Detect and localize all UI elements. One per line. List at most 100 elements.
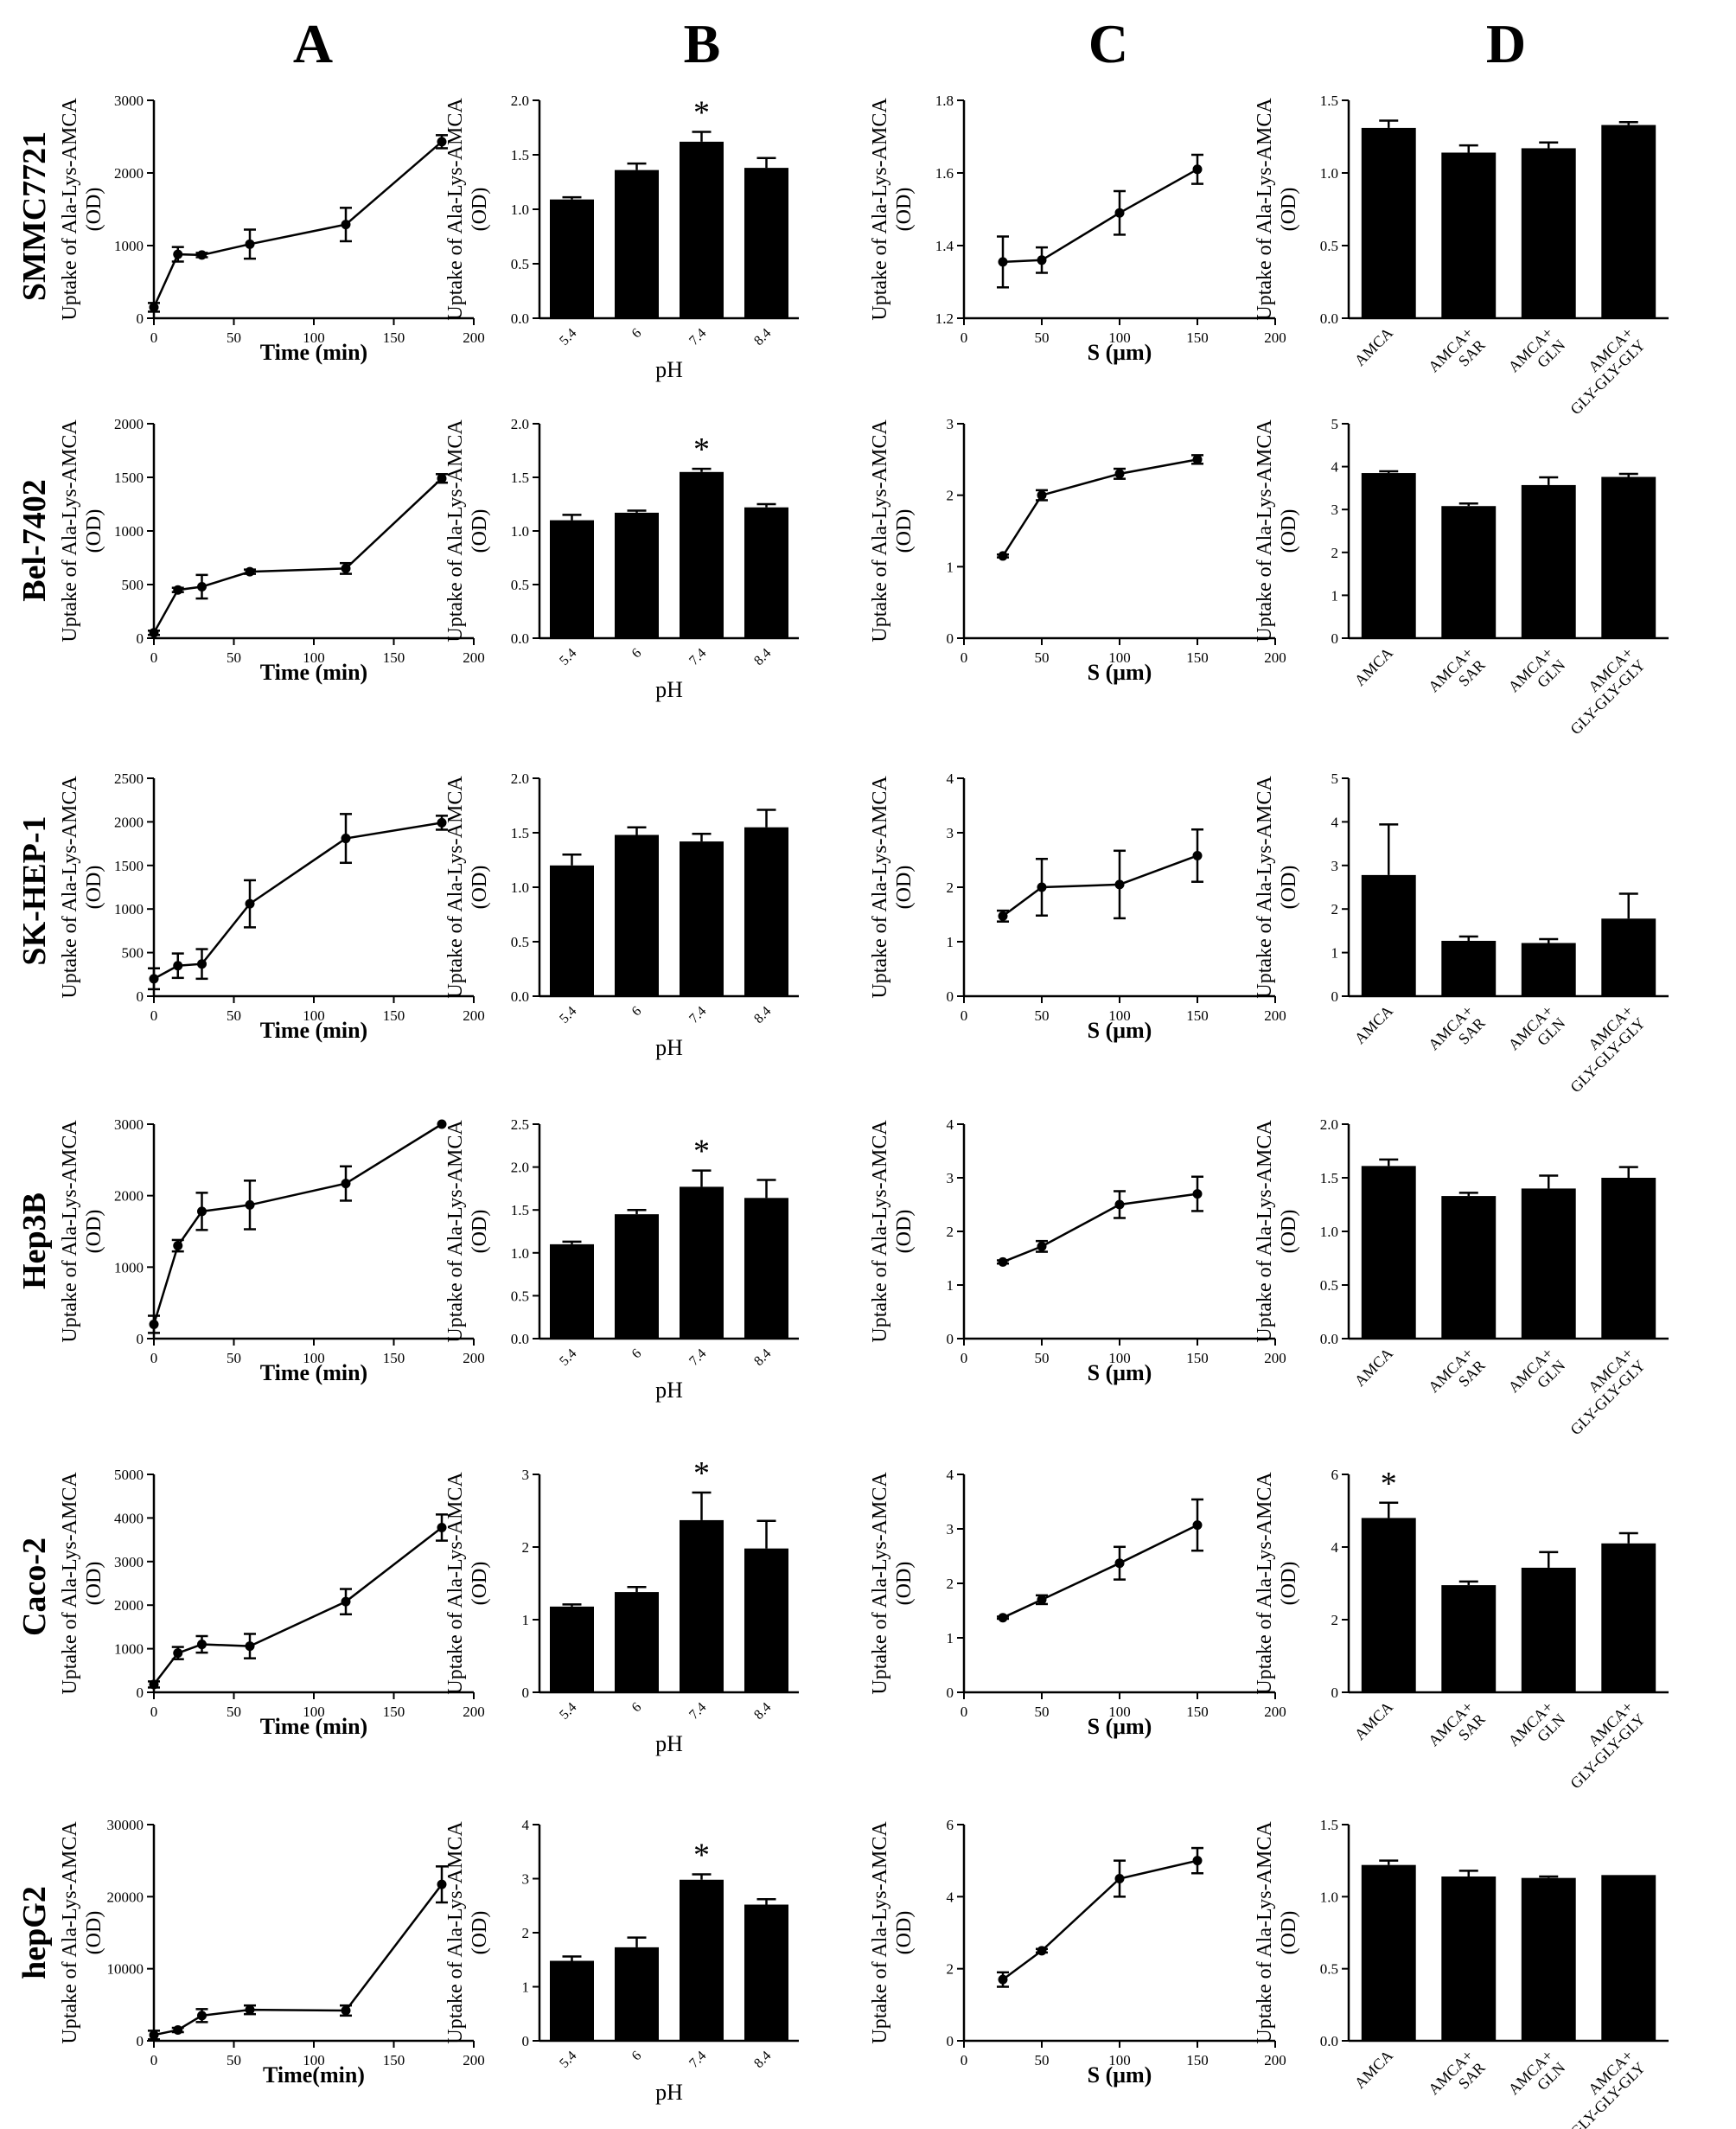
data-point — [149, 2030, 159, 2040]
y-tick-label: 2 — [947, 1576, 954, 1592]
y-tick-label: 3000 — [114, 1554, 144, 1570]
data-point — [437, 817, 447, 828]
x-tick-label: 100 — [303, 1350, 325, 1366]
bar — [1601, 918, 1656, 996]
y-tick-label: 2.0 — [511, 93, 529, 109]
bar — [1521, 148, 1576, 318]
category-label: 5.4 — [557, 326, 579, 348]
data-point — [245, 2004, 255, 2015]
y-tick-label: 2 — [522, 1925, 530, 1941]
category-label: AMCA+GLY-GLY-GLY — [1554, 1698, 1649, 1793]
bar — [1521, 1877, 1576, 2041]
y-tick-label: 1000 — [114, 238, 144, 254]
x-tick-label: 0 — [961, 1007, 968, 1024]
y-tick-label: 0 — [522, 1685, 530, 1701]
x-tick-label: 100 — [303, 649, 325, 666]
y-tick-label: 10000 — [107, 1961, 144, 1978]
y-axis-label: Uptake of Ala-Lys-AMCA(OD) — [1254, 776, 1300, 999]
x-tick-label: 150 — [1186, 1007, 1209, 1024]
bar — [615, 1947, 659, 2041]
category-label: AMCA — [1351, 2047, 1396, 2092]
x-tick-label: 100 — [1108, 1704, 1131, 1720]
bar — [680, 1519, 724, 1692]
x-tick-label: 50 — [1035, 1704, 1050, 1720]
series-line — [1002, 168, 1198, 264]
y-tick-label: 5 — [1331, 416, 1339, 432]
y-tick-label: 1.0 — [1320, 165, 1338, 182]
y-tick-label: 2 — [947, 488, 954, 504]
y-tick-label: 0.0 — [1320, 2033, 1338, 2049]
y-tick-label: 2 — [1331, 545, 1339, 561]
y-tick-label: 2 — [947, 1224, 954, 1240]
category-label: AMCA+GLY-GLY-GLY — [1554, 2047, 1649, 2129]
y-tick-label: 1500 — [114, 470, 144, 486]
y-axis-label: Uptake of Ala-Lys-AMCA(OD) — [444, 776, 491, 999]
data-point — [149, 974, 159, 984]
y-tick-label: 20000 — [107, 1889, 144, 1905]
y-tick-label: 0 — [947, 630, 954, 647]
y-tick-label: 1.5 — [1320, 93, 1338, 109]
x-tick-label: 150 — [383, 1704, 405, 1720]
data-point — [173, 585, 183, 595]
category-label: 7.4 — [686, 2049, 709, 2071]
x-tick-label: 50 — [227, 649, 241, 666]
panel-hep3b-c: Uptake of Ala-Lys-AMCA(OD) 0 1 2 3 4 0 50 100 150… — [869, 1116, 1286, 1385]
x-tick-label: 0 — [961, 329, 968, 346]
x-tick-label: 200 — [463, 1007, 485, 1024]
y-tick-label: 3000 — [114, 93, 144, 109]
y-tick-label: 4 — [522, 1817, 530, 1833]
y-axis-label: Uptake of Ala-Lys-AMCA(OD) — [59, 98, 105, 321]
bar — [1601, 125, 1656, 318]
bar — [744, 1198, 788, 1339]
x-axis-label: Time (min) — [260, 1714, 367, 1739]
data-point — [197, 250, 207, 260]
x-tick-label: 200 — [463, 1350, 485, 1366]
data-point — [437, 137, 447, 147]
bar — [1441, 152, 1497, 318]
y-axis-label: Uptake of Ala-Lys-AMCA(OD) — [1254, 1821, 1300, 2044]
bar — [680, 841, 724, 996]
column-label-c: C — [1088, 13, 1129, 74]
y-tick-label: 0.5 — [511, 934, 529, 950]
category-label: AMCA — [1351, 1002, 1396, 1047]
y-tick-label: 1.5 — [1320, 1817, 1338, 1833]
category-label: AMCA+GLY-GLY-GLY — [1554, 1345, 1649, 1439]
data-point — [341, 563, 351, 573]
y-axis-label: Uptake of Ala-Lys-AMCA(OD) — [1254, 1120, 1300, 1343]
y-tick-label: 1 — [947, 934, 954, 950]
data-point — [1114, 469, 1125, 479]
x-axis-label: pH — [655, 1731, 683, 1756]
data-point — [245, 566, 255, 577]
y-tick-label: 1000 — [114, 1641, 144, 1658]
x-tick-label: 50 — [227, 1007, 241, 1024]
y-axis-label: Uptake of Ala-Lys-AMCA(OD) — [444, 1821, 491, 2044]
panel-bel-7402-c: Uptake of Ala-Lys-AMCA(OD) 0 1 2 3 0 50 100 150 2… — [869, 416, 1286, 685]
x-tick-label: 100 — [1108, 2052, 1131, 2068]
y-tick-label: 1 — [522, 1979, 530, 1996]
y-tick-label: 1 — [947, 1277, 954, 1294]
y-tick-label: 1000 — [114, 523, 144, 540]
x-tick-label: 150 — [1186, 649, 1209, 666]
y-tick-label: 1 — [1331, 587, 1339, 604]
category-label: AMCA — [1351, 324, 1396, 369]
y-tick-label: 0.5 — [511, 577, 529, 593]
y-tick-label: 3 — [947, 1170, 954, 1186]
y-tick-label: 1.0 — [511, 879, 529, 896]
y-tick-label: 2000 — [114, 1597, 144, 1614]
panel-smmc7721-b: Uptake of Ala-Lys-AMCA(OD) 0.0 0.5 1.0 1.5 2.… — [444, 93, 799, 382]
y-tick-label: 4 — [947, 1467, 954, 1483]
x-axis-label: pH — [655, 1378, 683, 1403]
category-label: AMCA+GLN — [1505, 324, 1569, 388]
data-point — [1114, 208, 1125, 218]
y-tick-label: 6 — [1331, 1467, 1339, 1483]
panel-hepg2-b: Uptake of Ala-Lys-AMCA(OD) 0 1 2 3 4 5.4 6 * 7.4 8… — [444, 1817, 799, 2105]
y-axis-label: Uptake of Ala-Lys-AMCA(OD) — [1254, 419, 1300, 643]
category-label: 5.4 — [557, 646, 579, 668]
series-line — [1001, 458, 1198, 557]
bar — [1521, 943, 1576, 996]
bar — [615, 834, 659, 996]
y-axis-label: Uptake of Ala-Lys-AMCA(OD) — [59, 776, 105, 999]
y-tick-label: 1 — [947, 1630, 954, 1646]
y-tick-label: 4 — [1331, 1539, 1339, 1556]
data-point — [197, 1206, 207, 1217]
